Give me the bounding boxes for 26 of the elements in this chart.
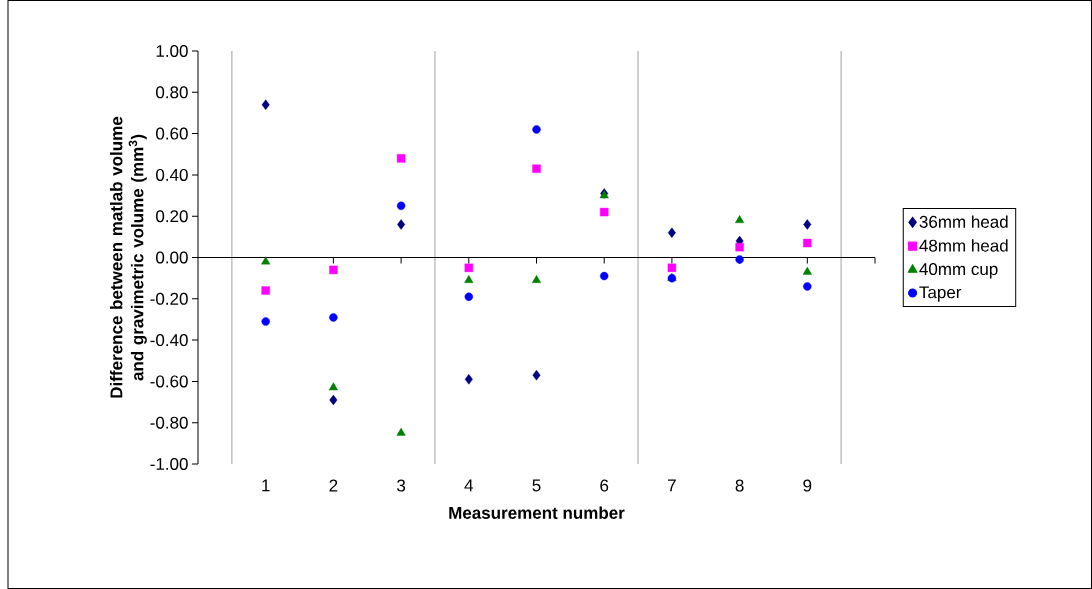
- x-tick-label: 5: [532, 479, 541, 492]
- y-tick-label: -0.40: [150, 334, 188, 347]
- legend-label: 48mm head: [919, 239, 1008, 252]
- y-tick-label: 0.40: [156, 168, 188, 181]
- legend-label: 36mm head: [919, 215, 1008, 228]
- y-axis-title: Difference between matlab volume and gravimetric volume (mm$^{3}$): [109, 116, 147, 398]
- y-tick-label: -0.60: [150, 375, 188, 388]
- y-tick-label: -0.80: [150, 416, 188, 429]
- legend-label: 40mm cup: [919, 263, 998, 279]
- y-tick-label: 1.00: [156, 44, 188, 58]
- x-tick-label: 9: [803, 479, 812, 492]
- y-tick-label: 0.00: [156, 251, 188, 264]
- legend-label: Taper: [919, 286, 962, 302]
- y-tick-label: 0.20: [156, 210, 188, 223]
- y-tick-label: -0.20: [150, 292, 188, 305]
- x-tick-label: 2: [329, 479, 338, 492]
- x-tick-label: 7: [668, 479, 676, 492]
- x-tick-label: 3: [397, 479, 406, 492]
- y-tick-label: -1.00: [150, 457, 188, 471]
- x-tick-label: 1: [262, 479, 270, 492]
- x-axis-title: Measurement number: [449, 506, 625, 519]
- x-tick-label: 6: [600, 479, 609, 492]
- x-tick-label: 4: [464, 479, 474, 492]
- y-tick-label: 0.80: [156, 86, 188, 99]
- y-tick-label: 0.60: [156, 127, 188, 140]
- x-tick-label: 8: [735, 479, 744, 492]
